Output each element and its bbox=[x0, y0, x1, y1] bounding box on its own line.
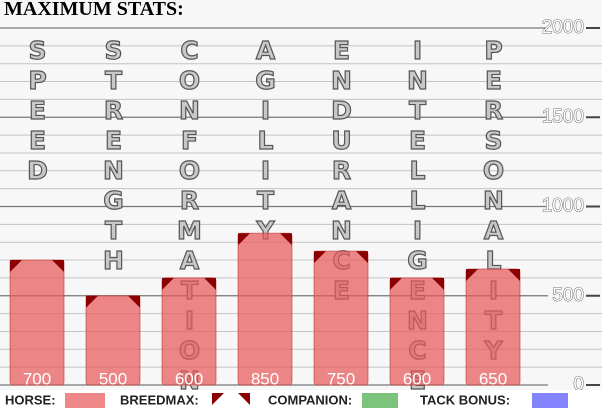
value-label: 500 bbox=[99, 369, 127, 388]
legend-swatch bbox=[212, 393, 224, 405]
value-label: 700 bbox=[23, 369, 51, 388]
legend-label: COMPANION: bbox=[268, 392, 352, 407]
bar bbox=[313, 250, 369, 386]
breedmax-marker bbox=[162, 277, 174, 290]
y-tick-label: 1000 bbox=[542, 196, 584, 217]
legend-label: BREEDMAX: bbox=[120, 392, 199, 407]
bar bbox=[237, 232, 293, 386]
breedmax-marker bbox=[314, 251, 326, 264]
chart-title: MAXIMUM STATS: bbox=[4, 0, 184, 20]
y-tick-label: 2000 bbox=[542, 17, 584, 38]
value-label: 850 bbox=[251, 369, 279, 388]
breedmax-marker bbox=[128, 295, 140, 308]
breedmax-marker bbox=[86, 295, 98, 308]
legend-swatch bbox=[65, 393, 105, 408]
breedmax-marker bbox=[204, 277, 216, 290]
y-tick-label: 500 bbox=[552, 285, 584, 306]
bar bbox=[9, 259, 65, 386]
category-label: AGILITY bbox=[250, 35, 280, 246]
legend-label: HORSE: bbox=[5, 392, 56, 407]
breedmax-marker bbox=[238, 233, 250, 246]
legend-label: TACK BONUS: bbox=[420, 392, 510, 407]
breedmax-marker bbox=[432, 277, 444, 290]
breedmax-marker bbox=[356, 251, 368, 264]
bar bbox=[389, 277, 445, 386]
value-label: 600 bbox=[175, 369, 203, 388]
y-tick-label: 0 bbox=[573, 374, 584, 395]
legend-background bbox=[0, 390, 602, 411]
breedmax-marker bbox=[10, 260, 22, 273]
bar bbox=[85, 295, 141, 386]
bar bbox=[161, 277, 217, 386]
bar bbox=[465, 268, 521, 386]
legend-swatch bbox=[532, 393, 568, 408]
category-label: STRENGTH bbox=[98, 35, 128, 276]
breedmax-marker bbox=[280, 233, 292, 246]
value-label: 750 bbox=[327, 369, 355, 388]
breedmax-marker bbox=[466, 268, 478, 281]
legend-swatch bbox=[362, 393, 398, 408]
y-tick-label: 1500 bbox=[542, 106, 584, 127]
breedmax-marker bbox=[52, 260, 64, 273]
legend-swatch bbox=[238, 393, 250, 405]
category-label: SPEED bbox=[22, 35, 52, 186]
breedmax-marker bbox=[508, 268, 520, 281]
breedmax-marker bbox=[390, 277, 402, 290]
value-label: 600 bbox=[403, 369, 431, 388]
value-label: 650 bbox=[479, 369, 507, 388]
